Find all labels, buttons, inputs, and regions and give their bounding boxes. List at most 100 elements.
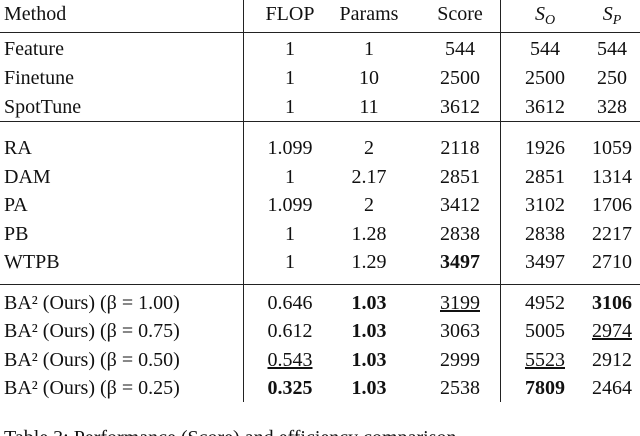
- value-cell: 2974: [592, 319, 632, 343]
- method-cell: SpotTune: [4, 96, 82, 118]
- value-cell: 3412: [440, 194, 480, 216]
- cell-text: 1.03: [351, 349, 387, 371]
- cell-text: 3199: [440, 292, 480, 314]
- header-cell: SP: [602, 2, 622, 28]
- cell-text: 3497: [440, 251, 480, 273]
- header-cell: Params: [339, 3, 399, 25]
- value-cell: 1: [285, 251, 295, 273]
- value-cell: 2.17: [351, 166, 387, 188]
- cell-text: 0.543: [267, 349, 313, 371]
- column-rule: [500, 0, 501, 402]
- value-cell: 3612: [525, 96, 565, 118]
- value-cell: 1706: [592, 194, 632, 216]
- value-cell: 2464: [592, 377, 632, 399]
- value-cell: 2500: [525, 67, 565, 89]
- header-cell: SO: [534, 2, 556, 28]
- value-cell: 3102: [525, 194, 565, 216]
- cell-text: 1.03: [351, 377, 387, 399]
- value-cell: 3199: [440, 291, 480, 315]
- header-cell: Method: [4, 3, 67, 25]
- value-cell: 1: [285, 166, 295, 188]
- value-cell: 10: [359, 67, 379, 89]
- value-cell: 1: [285, 67, 295, 89]
- value-cell: 2217: [592, 223, 632, 245]
- value-cell: 2: [364, 137, 374, 159]
- cell-text: 1.03: [351, 292, 387, 314]
- value-cell: 2851: [525, 166, 565, 188]
- method-cell: BA² (Ours) (β = 0.50): [4, 349, 180, 371]
- value-cell: 2118: [440, 137, 480, 159]
- value-cell: 0.325: [268, 376, 313, 400]
- cell-text: 5523: [525, 349, 565, 371]
- method-cell: RA: [4, 137, 32, 159]
- cell-text: 3106: [592, 292, 632, 314]
- value-cell: 3497: [525, 251, 565, 273]
- value-cell: 1.03: [352, 376, 387, 400]
- value-cell: 3063: [440, 320, 480, 342]
- value-cell: 1926: [525, 137, 565, 159]
- value-cell: 544: [445, 38, 475, 60]
- group-rule: [0, 284, 640, 285]
- caption: Table 3: Performance (Score) and efficie…: [4, 426, 456, 436]
- value-cell: 1.29: [351, 251, 387, 273]
- value-cell: 1314: [592, 166, 632, 188]
- value-cell: 2912: [592, 349, 632, 371]
- value-cell: 11: [359, 96, 379, 118]
- method-cell: BA² (Ours) (β = 0.75): [4, 320, 180, 342]
- value-cell: 1: [285, 38, 295, 60]
- method-cell: Feature: [4, 38, 64, 60]
- value-cell: 544: [597, 38, 627, 60]
- method-cell: Finetune: [4, 67, 74, 89]
- value-cell: 1.099: [267, 137, 313, 159]
- value-cell: 1.03: [352, 348, 387, 372]
- value-cell: 4952: [525, 292, 565, 314]
- value-cell: 2999: [440, 349, 480, 371]
- method-cell: WTPB: [4, 251, 60, 273]
- header-cell: Score: [437, 3, 483, 25]
- value-cell: 7809: [525, 376, 565, 400]
- value-cell: 0.612: [267, 320, 313, 342]
- subscript: O: [544, 13, 556, 28]
- value-cell: 2: [364, 194, 374, 216]
- value-cell: 1.099: [267, 194, 313, 216]
- value-cell: 1059: [592, 137, 632, 159]
- value-cell: 1.03: [352, 319, 387, 343]
- value-cell: 2838: [440, 223, 480, 245]
- cell-text: 2974: [592, 320, 632, 342]
- method-cell: PA: [4, 194, 28, 216]
- cell-text: S: [534, 3, 545, 25]
- header-rule: [0, 32, 640, 33]
- value-cell: 328: [597, 96, 627, 118]
- value-cell: 3106: [592, 291, 632, 315]
- subscript: P: [612, 13, 622, 28]
- value-cell: 250: [597, 67, 627, 89]
- value-cell: 1: [364, 38, 374, 60]
- value-cell: 1.28: [351, 223, 387, 245]
- value-cell: 1.03: [352, 291, 387, 315]
- cell-text: S: [602, 3, 613, 25]
- value-cell: 3612: [440, 96, 480, 118]
- value-cell: 0.646: [267, 292, 313, 314]
- group-rule: [0, 121, 640, 122]
- column-rule: [243, 0, 244, 402]
- value-cell: 2838: [525, 223, 565, 245]
- value-cell: 5005: [525, 320, 565, 342]
- cell-text: 1.03: [351, 320, 387, 342]
- method-cell: DAM: [4, 166, 51, 188]
- value-cell: 2710: [592, 251, 632, 273]
- value-cell: 2500: [440, 67, 480, 89]
- method-cell: BA² (Ours) (β = 0.25): [4, 377, 180, 399]
- method-cell: PB: [4, 223, 29, 245]
- value-cell: 0.543: [268, 348, 313, 372]
- header-cell: FLOP: [265, 3, 315, 25]
- value-cell: 5523: [525, 348, 565, 372]
- cell-text: 7809: [525, 377, 565, 399]
- value-cell: 3497: [440, 250, 480, 274]
- value-cell: 1: [285, 223, 295, 245]
- value-cell: 2851: [440, 166, 480, 188]
- value-cell: 544: [530, 38, 560, 60]
- method-cell: BA² (Ours) (β = 1.00): [4, 292, 180, 314]
- value-cell: 1: [285, 96, 295, 118]
- value-cell: 2538: [440, 377, 480, 399]
